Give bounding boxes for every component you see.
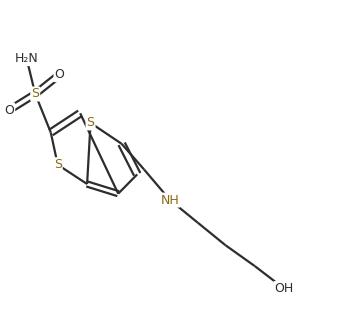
Text: S: S — [54, 158, 62, 171]
Text: S: S — [31, 88, 39, 100]
Text: H₂N: H₂N — [15, 52, 39, 65]
Text: O: O — [54, 68, 65, 81]
Text: NH: NH — [161, 193, 179, 207]
Text: O: O — [5, 104, 14, 117]
Text: S: S — [86, 116, 94, 130]
Text: OH: OH — [274, 282, 294, 295]
